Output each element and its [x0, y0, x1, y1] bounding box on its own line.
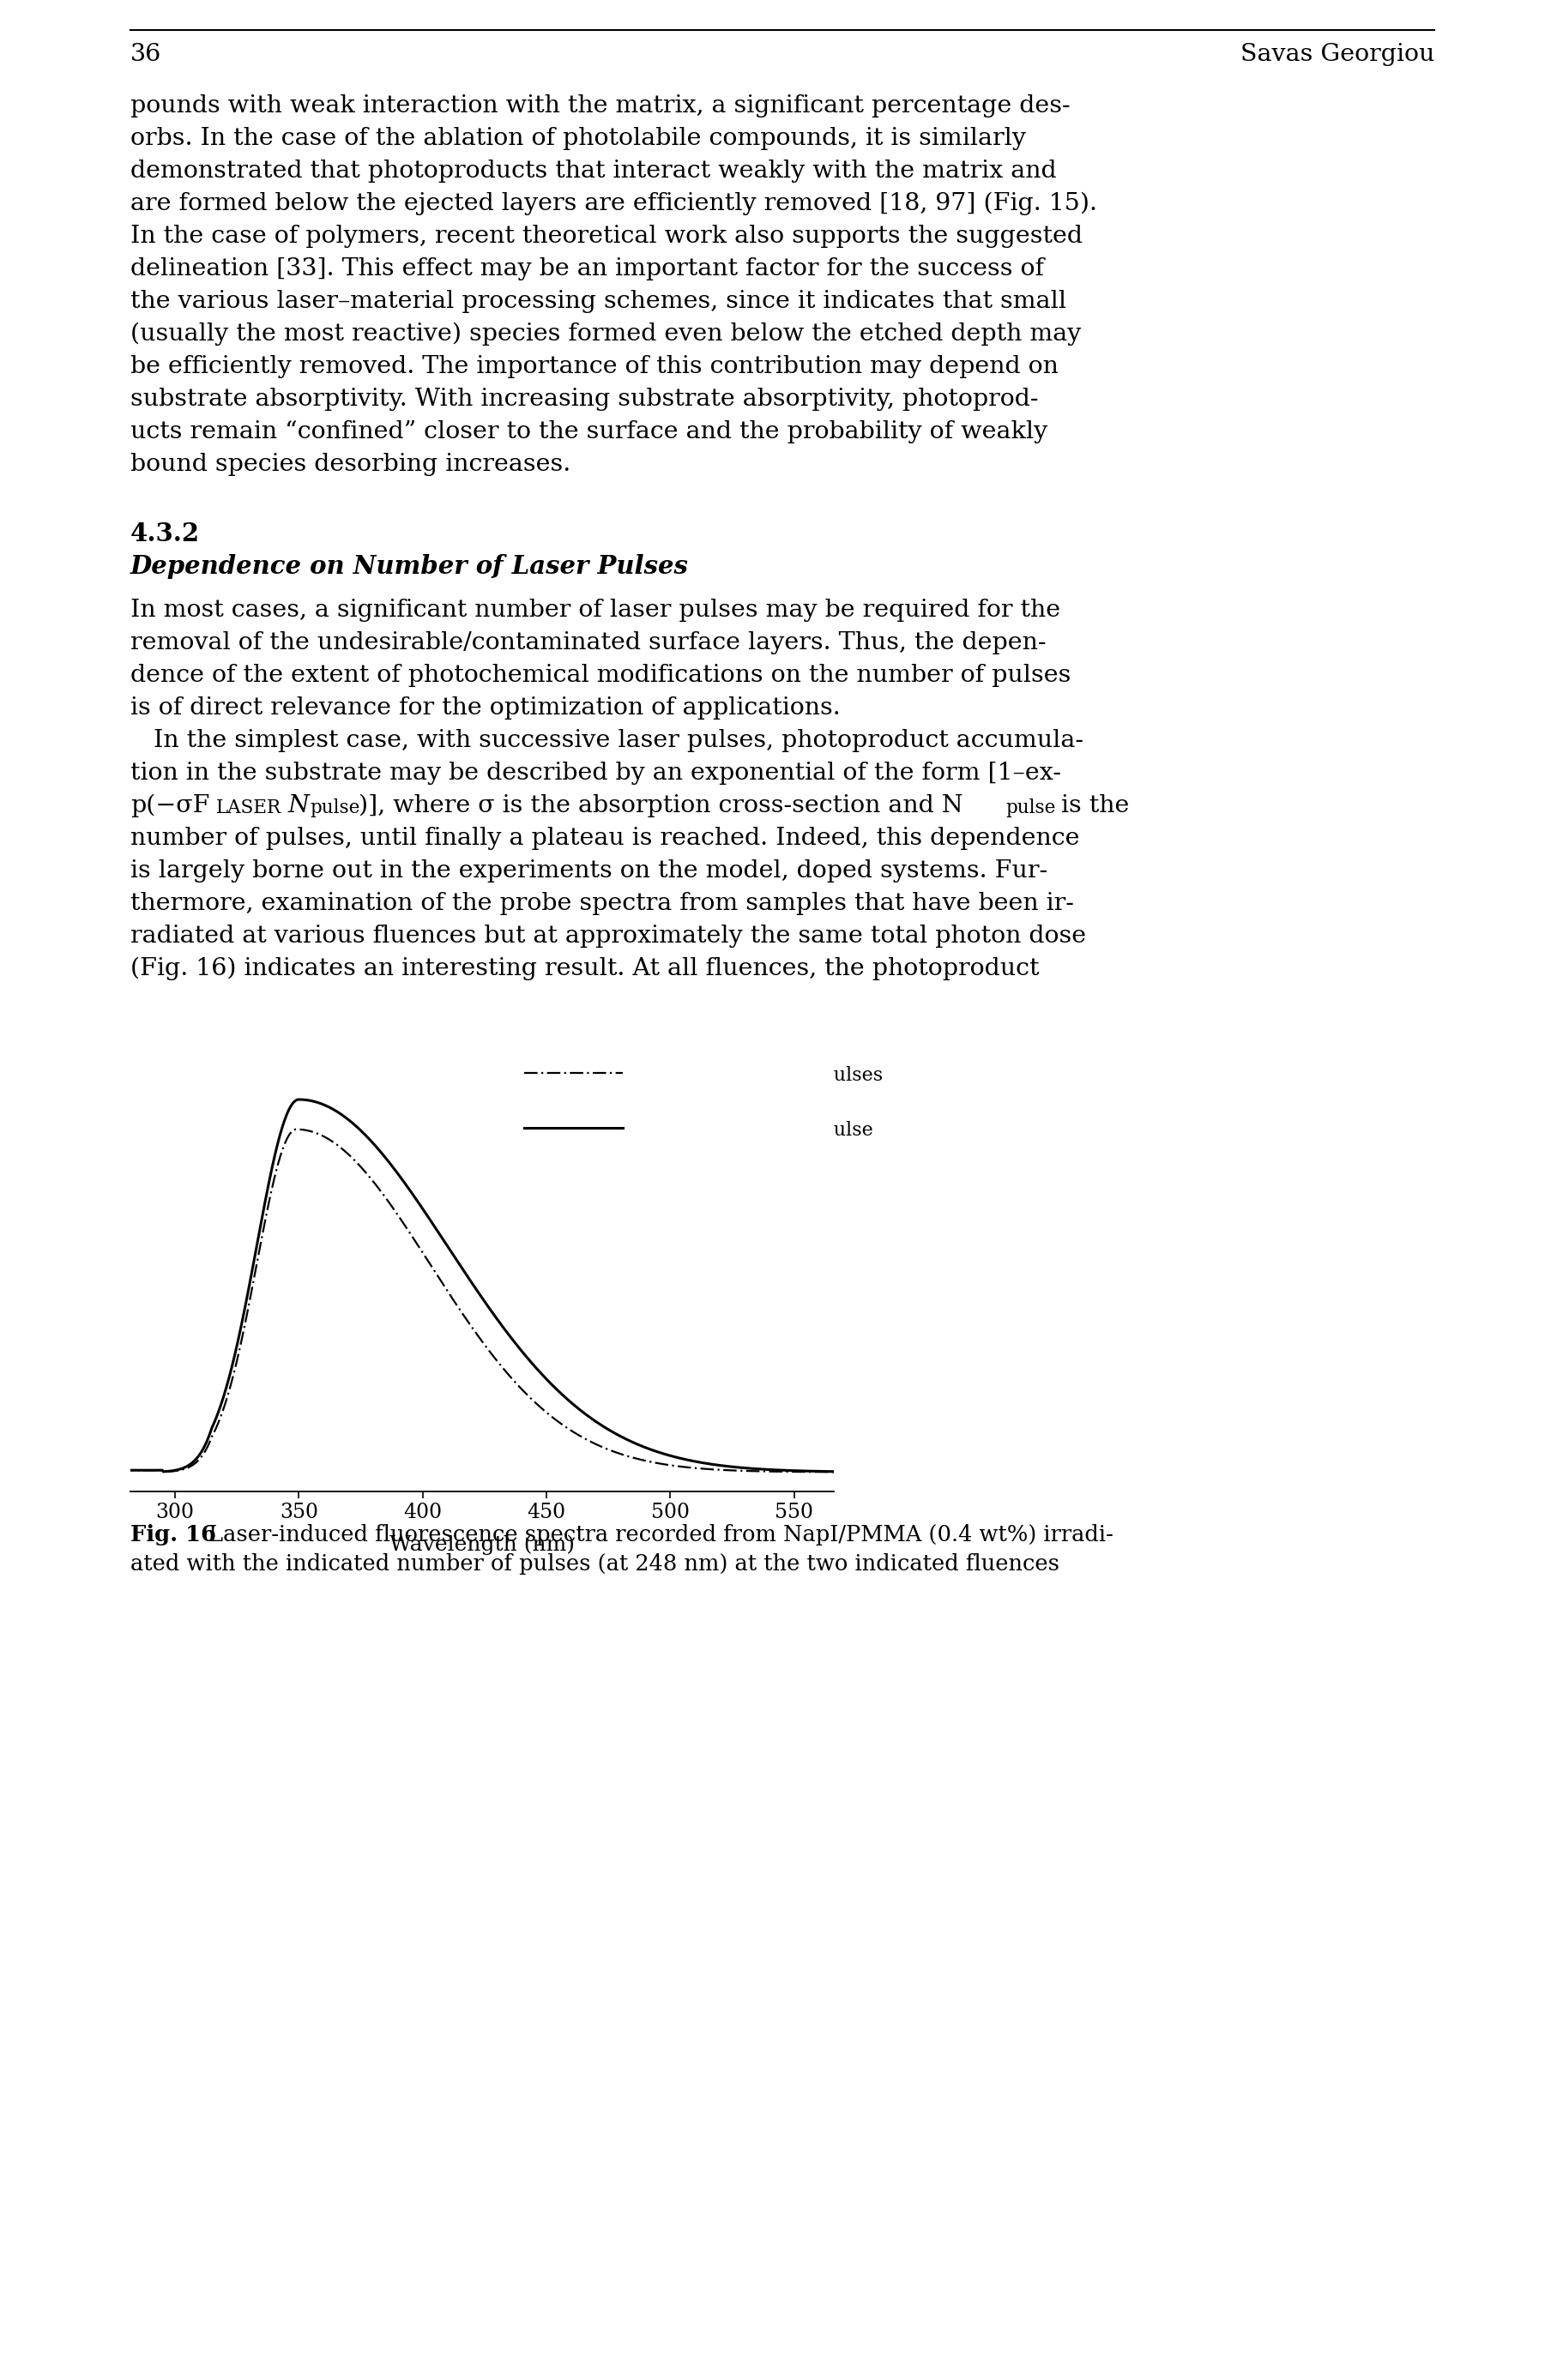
Text: pulse: pulse — [309, 797, 359, 816]
Text: Dependence on Number of Laser Pulses: Dependence on Number of Laser Pulses — [130, 555, 689, 578]
Text: ated with the indicated number of pulses (at 248 nm) at the two indicated fluenc: ated with the indicated number of pulses… — [130, 1554, 1060, 1576]
Text: ucts remain “confined” closer to the surface and the probability of weakly: ucts remain “confined” closer to the sur… — [130, 421, 1047, 443]
Text: Savas Georgiou: Savas Georgiou — [1239, 43, 1435, 67]
Text: is of direct relevance for the optimization of applications.: is of direct relevance for the optimizat… — [130, 697, 841, 719]
Text: (Fig. 16) indicates an interesting result. At all fluences, the photoproduct: (Fig. 16) indicates an interesting resul… — [130, 957, 1039, 981]
Text: p(−σF: p(−σF — [130, 795, 209, 819]
Text: −2: −2 — [777, 1071, 800, 1088]
Text: substrate absorptivity. With increasing substrate absorptivity, photoprod-: substrate absorptivity. With increasing … — [130, 388, 1038, 412]
Text: , 1 pulse: , 1 pulse — [791, 1121, 874, 1140]
Text: Laser-induced fluorescence spectra recorded from NapI/PMMA (0.4 wt%) irradi-: Laser-induced fluorescence spectra recor… — [202, 1523, 1113, 1545]
Text: radiated at various fluences but at approximately the same total photon dose: radiated at various fluences but at appr… — [130, 923, 1086, 947]
Text: (usually the most reactive) species formed even below the etched depth may: (usually the most reactive) species form… — [130, 321, 1082, 345]
Text: are formed below the ejected layers are efficiently removed [18, 97] (Fig. 15).: are formed below the ejected layers are … — [130, 193, 1097, 217]
Text: delineation [33]. This effect may be an important factor for the success of: delineation [33]. This effect may be an … — [130, 257, 1044, 281]
Text: 36: 36 — [130, 43, 161, 67]
Text: number of pulses, until finally a plateau is reached. Indeed, this dependence: number of pulses, until finally a platea… — [130, 826, 1080, 850]
Text: , 2 pulses: , 2 pulses — [791, 1066, 883, 1085]
Text: LASER: LASER — [216, 797, 281, 816]
Text: −2: −2 — [777, 1126, 800, 1142]
Text: N: N — [288, 795, 309, 816]
Text: demonstrated that photoproducts that interact weakly with the matrix and: demonstrated that photoproducts that int… — [130, 159, 1057, 183]
Text: tion in the substrate may be described by an exponential of the form [1–ex-: tion in the substrate may be described b… — [130, 762, 1061, 785]
Text: is the: is the — [1053, 795, 1128, 816]
Text: pulse: pulse — [1005, 797, 1055, 816]
Text: In most cases, a significant number of laser pulses may be required for the: In most cases, a significant number of l… — [130, 600, 1060, 621]
Text: removal of the undesirable/contaminated surface layers. Thus, the depen-: removal of the undesirable/contaminated … — [130, 631, 1046, 654]
Text: the various laser–material processing schemes, since it indicates that small: the various laser–material processing sc… — [130, 290, 1066, 314]
X-axis label: Wavelength (nm): Wavelength (nm) — [389, 1535, 575, 1554]
Text: is largely borne out in the experiments on the model, doped systems. Fur-: is largely borne out in the experiments … — [130, 859, 1047, 883]
Text: 4.3.2: 4.3.2 — [130, 521, 200, 547]
Text: be efficiently removed. The importance of this contribution may depend on: be efficiently removed. The importance o… — [130, 355, 1058, 378]
Text: dence of the extent of photochemical modifications on the number of pulses: dence of the extent of photochemical mod… — [130, 664, 1071, 688]
Text: In the case of polymers, recent theoretical work also supports the suggested: In the case of polymers, recent theoreti… — [130, 224, 1083, 248]
Text: thermore, examination of the probe spectra from samples that have been ir-: thermore, examination of the probe spect… — [130, 892, 1074, 916]
Text: 200 mJ cm: 200 mJ cm — [636, 1066, 739, 1085]
Text: orbs. In the case of the ablation of photolabile compounds, it is similarly: orbs. In the case of the ablation of pho… — [130, 126, 1025, 150]
Text: bound species desorbing increases.: bound species desorbing increases. — [130, 452, 570, 476]
Text: pounds with weak interaction with the matrix, a significant percentage des-: pounds with weak interaction with the ma… — [130, 95, 1071, 117]
Text: Fig. 16: Fig. 16 — [130, 1523, 216, 1545]
Text: In the simplest case, with successive laser pulses, photoproduct accumula-: In the simplest case, with successive la… — [130, 728, 1083, 752]
Text: 460 mJ cm: 460 mJ cm — [636, 1121, 739, 1140]
Text: )], where σ is the absorption cross-section and N: )], where σ is the absorption cross-sect… — [358, 795, 963, 819]
